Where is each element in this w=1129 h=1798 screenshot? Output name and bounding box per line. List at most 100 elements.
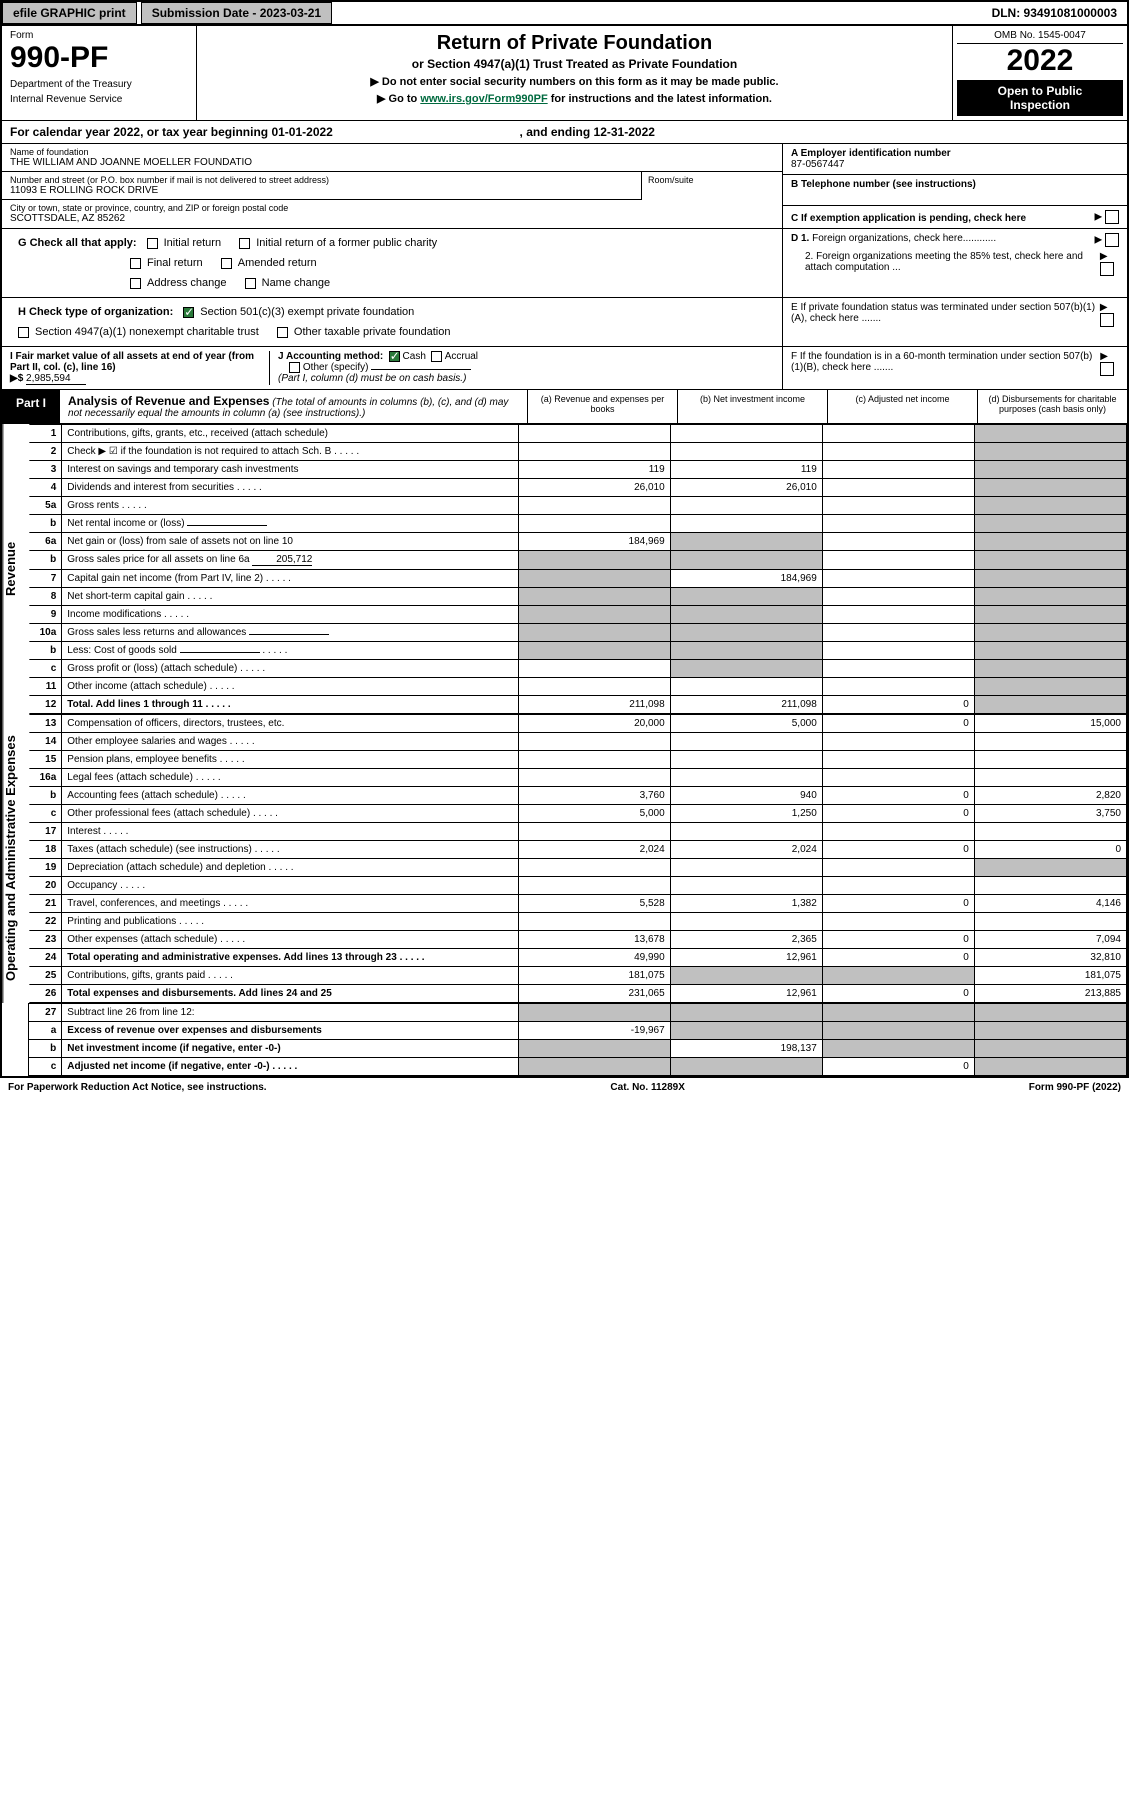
goto-note: ▶ Go to www.irs.gov/Form990PF for instru… [207, 92, 942, 105]
table-row: 19Depreciation (attach schedule) and dep… [29, 859, 1126, 877]
foundation-addr: 11093 E ROLLING ROCK DRIVE [10, 185, 633, 196]
amended-return-cb[interactable] [221, 258, 232, 269]
e-checkbox[interactable] [1100, 313, 1114, 327]
col-b-val: 940 [670, 787, 822, 805]
col-c-val: 0 [822, 841, 974, 859]
col-c-val [822, 624, 974, 642]
info-right: A Employer identification number 87-0567… [782, 144, 1127, 228]
col-c-val: 0 [822, 895, 974, 913]
col-a-val [518, 1058, 670, 1076]
revenue-side-label: Revenue [2, 424, 29, 714]
col-d-val: 213,885 [974, 985, 1126, 1003]
dept-treasury: Department of the Treasury [10, 79, 188, 90]
col-a-val: 3,760 [518, 787, 670, 805]
line-number: 12 [29, 696, 61, 714]
line-desc: Other income (attach schedule) [62, 678, 518, 696]
initial-return-cb[interactable] [147, 238, 158, 249]
col-c-val [822, 551, 974, 570]
col-a-val [518, 751, 670, 769]
form-label: Form [10, 30, 188, 41]
section-i-j: I Fair market value of all assets at end… [2, 347, 782, 389]
other-specify-cb[interactable] [289, 362, 300, 373]
top-bar: efile GRAPHIC print Submission Date - 20… [0, 0, 1129, 26]
4947-cb[interactable] [18, 327, 29, 338]
col-a-val [518, 859, 670, 877]
line-number: 18 [29, 841, 61, 859]
col-a-val [518, 769, 670, 787]
col-c-val: 0 [822, 787, 974, 805]
city-label: City or town, state or province, country… [10, 203, 774, 213]
col-a-val [518, 678, 670, 696]
section-f: F If the foundation is in a 60-month ter… [782, 347, 1127, 389]
col-c-val [822, 913, 974, 931]
col-d-val: 32,810 [974, 949, 1126, 967]
line-number: 11 [29, 678, 61, 696]
table-row: 27Subtract line 26 from line 12: [29, 1004, 1126, 1022]
line-number: 3 [29, 461, 61, 479]
col-b-val [670, 859, 822, 877]
line-number: b [29, 515, 61, 533]
col-d-val [974, 769, 1126, 787]
final-return-cb[interactable] [130, 258, 141, 269]
col-b-val [670, 660, 822, 678]
final-table: 27Subtract line 26 from line 12:aExcess … [29, 1003, 1127, 1076]
d1-label: Foreign organizations, check here.......… [812, 233, 996, 244]
goto-pre: ▶ Go to [377, 93, 420, 105]
cal-mid: , and ending [520, 125, 594, 139]
cash-cb[interactable] [389, 351, 400, 362]
col-b-val: 119 [670, 461, 822, 479]
table-row: cOther professional fees (attach schedul… [29, 805, 1126, 823]
section-d: D 1. Foreign organizations, check here..… [782, 229, 1127, 297]
g-opt-0: Initial return [164, 237, 221, 249]
final-section: 27Subtract line 26 from line 12:aExcess … [2, 1003, 1127, 1076]
col-c-val [822, 859, 974, 877]
f-checkbox[interactable] [1100, 362, 1114, 376]
phone-cell: B Telephone number (see instructions) [783, 175, 1127, 206]
line-desc: Less: Cost of goods sold [62, 642, 518, 660]
col-d-val [974, 425, 1126, 443]
line-number: 25 [29, 967, 61, 985]
line-desc: Compensation of officers, directors, tru… [62, 715, 518, 733]
table-row: 20Occupancy [29, 877, 1126, 895]
col-c-val [822, 1040, 974, 1058]
line-desc: Gross sales less returns and allowances [62, 624, 518, 642]
line-desc: Dividends and interest from securities [62, 479, 518, 497]
col-a-val [518, 551, 670, 570]
d1-checkbox[interactable] [1105, 233, 1119, 247]
table-row: bAccounting fees (attach schedule) 3,760… [29, 787, 1126, 805]
i-label: I Fair market value of all assets at end… [10, 351, 254, 373]
line-desc: Accounting fees (attach schedule) [62, 787, 518, 805]
col-d-val [974, 660, 1126, 678]
col-a-val [518, 1004, 670, 1022]
table-row: bNet investment income (if negative, ent… [29, 1040, 1126, 1058]
col-c-val: 0 [822, 949, 974, 967]
col-b-val: 12,961 [670, 949, 822, 967]
address-change-cb[interactable] [130, 278, 141, 289]
part1-header: Part I Analysis of Revenue and Expenses … [2, 390, 1127, 424]
line-desc: Other employee salaries and wages [62, 733, 518, 751]
line-number: 5a [29, 497, 61, 515]
col-c-val: 0 [822, 715, 974, 733]
501c3-cb[interactable] [183, 307, 194, 318]
exemption-checkbox[interactable] [1105, 210, 1119, 224]
col-b-val [670, 624, 822, 642]
f-label: F If the foundation is in a 60-month ter… [791, 351, 1100, 376]
name-change-cb[interactable] [245, 278, 256, 289]
table-row: 23Other expenses (attach schedule) 13,67… [29, 931, 1126, 949]
other-taxable-cb[interactable] [277, 327, 288, 338]
col-c-val: 0 [822, 1058, 974, 1076]
line-desc: Total operating and administrative expen… [62, 949, 518, 967]
info-left: Name of foundation THE WILLIAM AND JOANN… [2, 144, 782, 228]
table-row: 8Net short-term capital gain [29, 588, 1126, 606]
col-d-val: 0 [974, 841, 1126, 859]
form990pf-link[interactable]: www.irs.gov/Form990PF [420, 93, 547, 105]
info-row: Name of foundation THE WILLIAM AND JOANN… [2, 144, 1127, 229]
d2-checkbox[interactable] [1100, 262, 1114, 276]
efile-print-btn[interactable]: efile GRAPHIC print [2, 2, 137, 24]
table-row: bGross sales price for all assets on lin… [29, 551, 1126, 570]
accrual-cb[interactable] [431, 351, 442, 362]
col-b-val [670, 606, 822, 624]
col-d-val [974, 479, 1126, 497]
initial-former-cb[interactable] [239, 238, 250, 249]
table-row: 24Total operating and administrative exp… [29, 949, 1126, 967]
